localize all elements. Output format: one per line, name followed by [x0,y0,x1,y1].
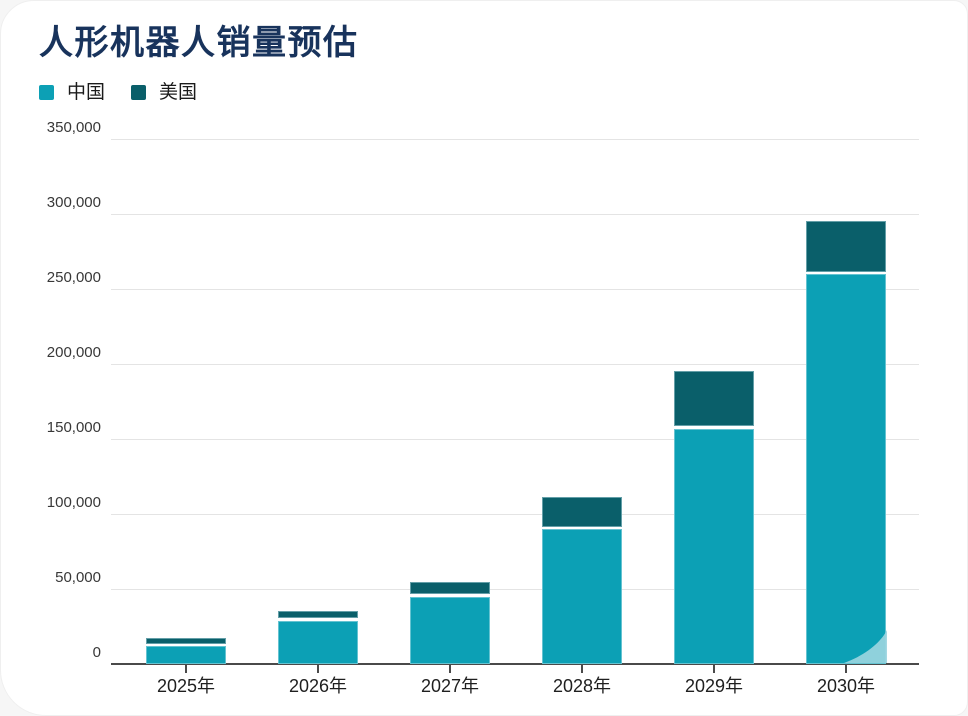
bar-segment-china-2025年[interactable] [146,646,226,664]
legend-item-china: 中国 [39,83,105,102]
legend-swatch-usa [131,85,147,100]
bar-segment-usa-2027年[interactable] [410,582,490,596]
x-axis-label-2027年: 2027年 [420,676,480,696]
bar-segment-china-2028年[interactable] [542,529,622,664]
bar-segment-usa-2026年[interactable] [278,610,358,620]
gridline-150,000 [111,439,919,440]
gridline-250,000 [111,289,919,290]
x-axis-label-2026年: 2026年 [288,676,348,696]
gridline-200,000 [111,364,919,365]
bar-segment-china-2027年[interactable] [410,596,490,664]
y-axis-tick-label: 0 [92,644,101,661]
legend-swatch-china [39,85,54,100]
x-axis-label-2030年: 2030年 [816,676,876,696]
x-axis-tick [845,665,847,673]
x-axis-tick [713,665,715,673]
bar-segment-china-2030年[interactable] [806,274,886,664]
y-axis-tick-label: 150,000 [46,419,101,436]
x-axis-tick [581,665,583,673]
bar-segment-china-2029年[interactable] [674,428,754,664]
gridline-350,000 [111,139,919,140]
y-axis-tick-label: 200,000 [46,344,101,361]
bar-2026年[interactable] [278,610,358,664]
legend-label-usa: 美国 [159,82,198,103]
y-axis-tick-label: 50,000 [55,569,101,586]
gridline-300,000 [111,214,919,215]
x-axis-label-2029年: 2029年 [684,676,744,696]
y-axis-tick-label: 100,000 [46,494,101,511]
bar-2030年[interactable] [806,220,886,664]
y-axis-tick-label: 250,000 [46,269,101,286]
gridline-50,000 [111,589,919,590]
bar-segment-usa-2028年[interactable] [542,496,622,529]
bar-2029年[interactable] [674,370,754,664]
y-axis-tick-label: 350,000 [46,119,101,136]
gridline-100,000 [111,514,919,515]
bar-2028年[interactable] [542,496,622,664]
legend-item-usa: 美国 [131,83,197,102]
bar-2025年[interactable] [146,637,226,664]
x-axis-tick [185,665,187,673]
x-axis-tick [317,665,319,673]
legend-label-china: 中国 [67,82,106,103]
bar-segment-china-2026年[interactable] [278,620,358,664]
bar-segment-usa-2029年[interactable] [674,370,754,428]
bar-segment-usa-2030年[interactable] [806,220,886,274]
bar-2027年[interactable] [410,582,490,664]
bar-segment-usa-2025年[interactable] [146,637,226,646]
x-axis-label-2028年: 2028年 [552,676,612,696]
x-axis-label-2025年: 2025年 [156,676,216,696]
y-axis-tick-label: 300,000 [46,194,101,211]
x-axis-tick [449,665,451,673]
chart-title: 人形机器人销量预估 [39,24,359,62]
x-axis-line [111,663,919,665]
legend: 中国 美国 [39,83,197,102]
